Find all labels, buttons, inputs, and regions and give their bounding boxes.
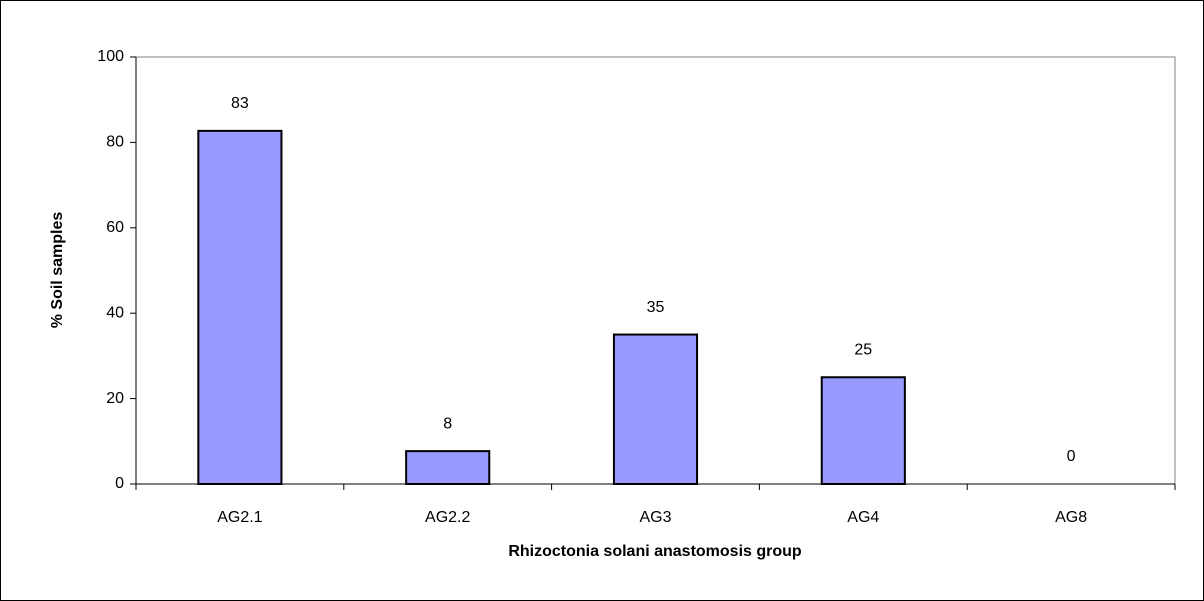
data-label: 8 <box>443 415 452 432</box>
bar <box>405 450 491 486</box>
bar <box>612 333 699 485</box>
x-tick-label: AG3 <box>639 509 671 526</box>
x-tick-label: AG8 <box>1055 509 1087 526</box>
y-tick-label: 80 <box>106 134 124 151</box>
y-tick-label: 20 <box>106 390 124 407</box>
y-tick-label: 40 <box>106 304 124 321</box>
y-tick-label: 100 <box>97 48 124 65</box>
y-tick-label: 60 <box>106 219 124 236</box>
x-tick-label: AG4 <box>847 509 879 526</box>
x-tick-label: AG2.2 <box>425 509 470 526</box>
data-label: 0 <box>1067 448 1076 465</box>
y-axis-title: % Soil samples <box>49 212 66 329</box>
bar <box>197 129 283 485</box>
x-tick-label: AG2.1 <box>217 509 262 526</box>
bar <box>820 376 906 485</box>
x-axis-title: Rhizoctonia solani anastomosis group <box>508 543 802 560</box>
data-label: 25 <box>854 341 872 358</box>
data-label: 83 <box>231 95 249 112</box>
y-tick-label: 0 <box>115 475 124 492</box>
data-label: 35 <box>647 299 665 316</box>
